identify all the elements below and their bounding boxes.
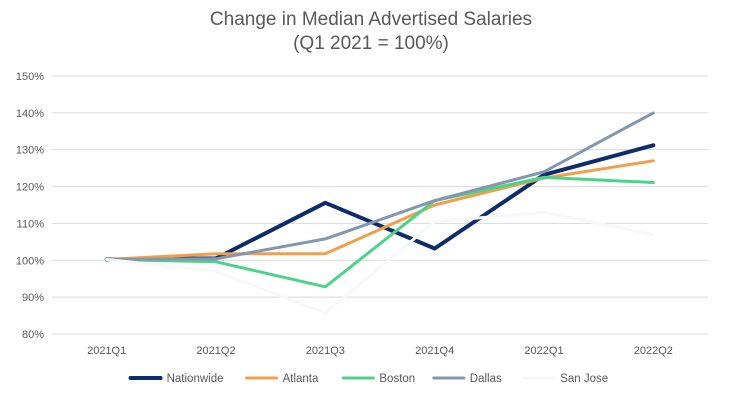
x-tick-label: 2021Q4	[415, 345, 454, 357]
x-axis-ticks: 2021Q1 2021Q2 2021Q3 2021Q4 2022Q1 2022Q2	[87, 345, 673, 357]
y-tick-label: 130%	[16, 145, 44, 157]
legend-label: Boston	[379, 373, 415, 385]
legend-label: Nationwide	[167, 373, 224, 385]
chart-title: Change in Median Advertised Salaries	[209, 9, 533, 30]
y-tick-label: 90%	[22, 292, 44, 304]
y-tick-label: 100%	[16, 255, 44, 267]
series-line-atlanta	[105, 159, 655, 261]
gridlines	[52, 75, 708, 335]
x-tick-label: 2022Q2	[634, 345, 673, 357]
y-axis-ticks: 80% 90% 100% 110% 120% 130% 140% 150%	[16, 71, 44, 341]
series-line-boston	[105, 175, 655, 289]
y-tick-label: 120%	[16, 182, 44, 194]
legend-label: Atlanta	[283, 373, 319, 385]
x-tick-label: 2022Q1	[524, 345, 563, 357]
y-tick-label: 110%	[17, 218, 45, 230]
series-lines	[104, 111, 656, 315]
legend-label: San Jose	[560, 373, 608, 385]
chart-title-block: Change in Median Advertised Salaries (Q1…	[0, 8, 742, 56]
x-tick-label: 2021Q3	[306, 345, 345, 357]
x-tick-label: 2021Q2	[196, 345, 235, 357]
x-tick-label: 2021Q1	[87, 345, 126, 357]
legend: Nationwide Atlanta Boston Dallas San Jose	[128, 373, 608, 385]
y-tick-label: 150%	[16, 71, 44, 83]
y-tick-label: 140%	[16, 108, 44, 120]
chart-subtitle: (Q1 2021 = 100%)	[293, 33, 449, 54]
legend-label: Dallas	[470, 373, 502, 385]
series-line-san-jose	[105, 210, 655, 315]
series-line-dallas	[105, 111, 655, 261]
y-tick-label: 80%	[22, 329, 44, 341]
